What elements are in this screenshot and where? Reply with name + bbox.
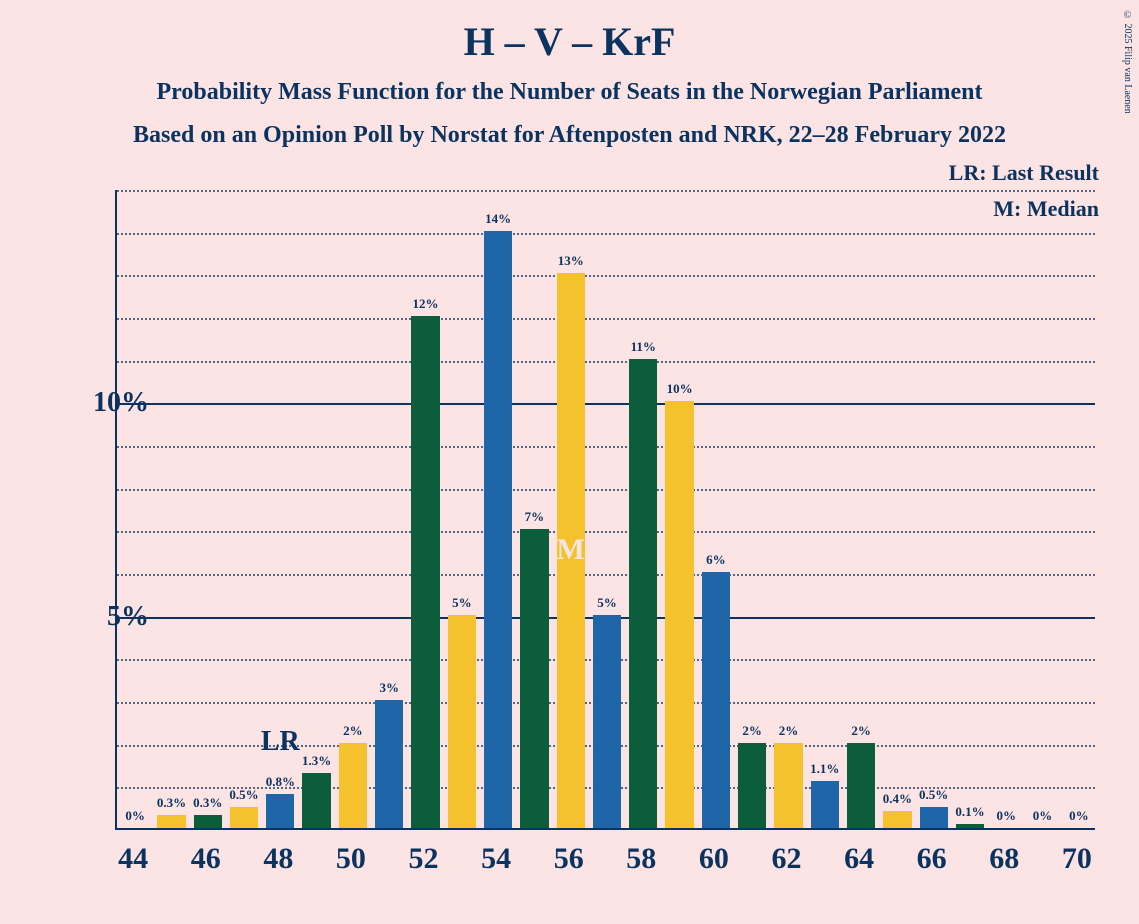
minor-gridline (117, 574, 1095, 576)
bar (847, 743, 875, 828)
bar (738, 743, 766, 828)
x-tick-label: 58 (626, 842, 656, 876)
bar-value-label: 7% (525, 509, 545, 525)
bar (230, 807, 258, 828)
bar-value-label: 0.4% (883, 791, 912, 807)
bar (520, 529, 548, 828)
minor-gridline (117, 318, 1095, 320)
bar (194, 815, 222, 828)
major-gridline (117, 403, 1095, 405)
bar-value-label: 6% (706, 552, 726, 568)
x-tick-label: 50 (336, 842, 366, 876)
bar (266, 794, 294, 828)
chart-subtitle-2: Based on an Opinion Poll by Norstat for … (0, 122, 1139, 149)
bar-value-label: 0% (997, 808, 1017, 824)
minor-gridline (117, 361, 1095, 363)
minor-gridline (117, 531, 1095, 533)
x-tick-label: 64 (844, 842, 874, 876)
bar (375, 700, 403, 828)
bar (811, 781, 839, 828)
bar (702, 572, 730, 828)
minor-gridline (117, 233, 1095, 235)
bar-value-label: 5% (452, 595, 472, 611)
bar (665, 401, 693, 828)
chart-subtitle: Probability Mass Function for the Number… (0, 79, 1139, 106)
bar-value-label: 2% (851, 723, 871, 739)
median-marker: M (557, 533, 585, 567)
bar-value-label: 0.3% (193, 795, 222, 811)
x-tick-label: 52 (409, 842, 439, 876)
y-tick-label: 10% (93, 387, 149, 419)
bar (339, 743, 367, 828)
bar-value-label: 0.8% (266, 774, 295, 790)
x-tick-label: 46 (191, 842, 221, 876)
x-tick-label: 62 (771, 842, 801, 876)
chart-area: 0% 0.3% 0.3% 0.5% 0.8% 1.3% 2% 3% 12% 5% 14% 7% 13% 5… (115, 190, 1095, 830)
bar (593, 615, 621, 828)
bar-value-label: 14% (485, 211, 511, 227)
bar (448, 615, 476, 828)
x-tick-label: 70 (1062, 842, 1092, 876)
bar-value-label: 11% (631, 339, 656, 355)
bar-value-label: 12% (413, 296, 439, 312)
x-tick-label: 60 (699, 842, 729, 876)
y-tick-label: 5% (107, 601, 149, 633)
bar-value-label: 1.1% (810, 761, 839, 777)
x-tick-label: 56 (554, 842, 584, 876)
bar (629, 359, 657, 828)
lr-marker: LR (261, 726, 300, 758)
bar-value-label: 0.3% (157, 795, 186, 811)
minor-gridline (117, 190, 1095, 192)
bar-value-label: 1.3% (302, 753, 331, 769)
bar-value-label: 5% (597, 595, 617, 611)
bar (956, 824, 984, 828)
x-tick-label: 68 (989, 842, 1019, 876)
minor-gridline (117, 275, 1095, 277)
bar-value-label: 3% (379, 680, 399, 696)
bar-value-label: 2% (343, 723, 363, 739)
x-tick-label: 66 (917, 842, 947, 876)
bar-value-label: 0.1% (955, 804, 984, 820)
bar-value-label: 13% (558, 253, 584, 269)
bar (302, 773, 330, 828)
bar-value-label: 0% (1033, 808, 1053, 824)
chart-title: H – V – KrF (0, 0, 1139, 65)
bar-value-label: 10% (667, 381, 693, 397)
bar (484, 231, 512, 828)
x-tick-label: 48 (263, 842, 293, 876)
minor-gridline (117, 446, 1095, 448)
bar-value-label: 0.5% (919, 787, 948, 803)
copyright-text: © 2025 Filip van Laenen (1122, 10, 1133, 114)
bar (157, 815, 185, 828)
bar-value-label: 2% (742, 723, 762, 739)
bar (883, 811, 911, 828)
minor-gridline (117, 489, 1095, 491)
bar (774, 743, 802, 828)
legend-lr: LR: Last Result (949, 160, 1099, 186)
bar-value-label: 2% (779, 723, 799, 739)
bar-value-label: 0% (125, 808, 145, 824)
bar-value-label: 0.5% (229, 787, 258, 803)
plot-region: 0% 0.3% 0.3% 0.5% 0.8% 1.3% 2% 3% 12% 5% 14% 7% 13% 5… (115, 190, 1095, 830)
x-tick-label: 44 (118, 842, 148, 876)
bar-value-label: 0% (1069, 808, 1089, 824)
bar (411, 316, 439, 828)
x-axis: 44 46 48 50 52 54 56 58 60 62 64 66 68 70 (115, 842, 1095, 892)
bar (920, 807, 948, 828)
x-tick-label: 54 (481, 842, 511, 876)
